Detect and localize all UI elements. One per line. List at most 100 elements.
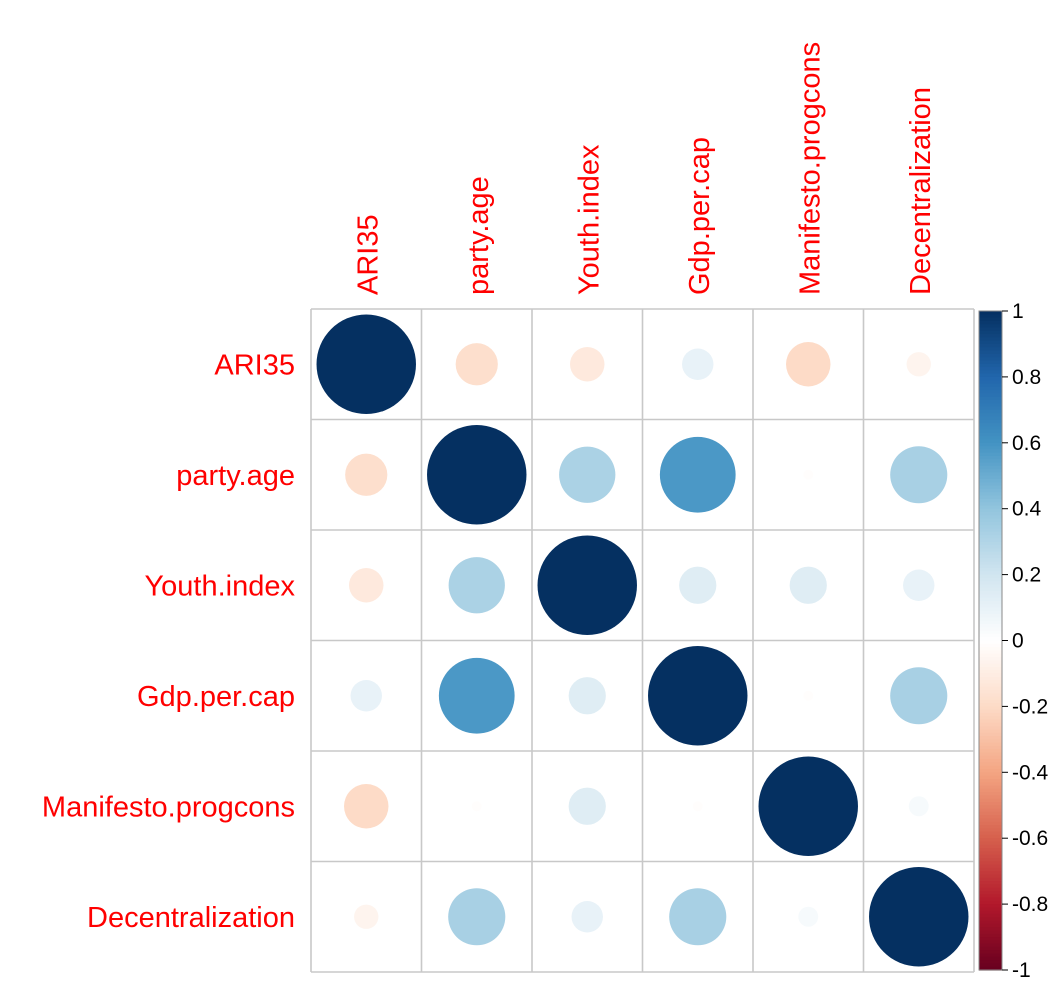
colorbar-segment [979, 337, 1002, 342]
colorbar-segment [979, 469, 1002, 474]
colorbar-segment [979, 482, 1002, 487]
colorbar-segment [979, 419, 1002, 424]
colorbar-segment [979, 423, 1002, 427]
colorbar-segment [979, 805, 1002, 810]
colorbar-segment [979, 416, 1002, 421]
colorbar-segment [979, 795, 1002, 800]
colorbar-segment [979, 620, 1002, 625]
colorbar-segment [979, 927, 1002, 932]
corr-circle-Manifesto.progcons-Manifesto.progcons [758, 756, 858, 856]
colorbar-segment [979, 877, 1002, 882]
colorbar-segment [979, 624, 1002, 628]
corr-circle-party.age-Gdp.per.cap [659, 436, 736, 513]
colorbar-segment [979, 650, 1002, 655]
colorbar-segment [979, 373, 1002, 378]
colorbar: 1 0.8 0.6 0.4 0.2 0 -0.2 -0.4 -0.6 -0.8 -1 [978, 300, 1049, 982]
corr-circle-Gdp.per.cap-Youth.index [568, 677, 606, 715]
colorbar-segment [979, 676, 1002, 681]
colorbar-segment [979, 452, 1002, 457]
row-labels: ARI35 party.age Youth.index Gdp.per.cap Mani… [42, 349, 296, 934]
colorbar-segment [979, 413, 1002, 418]
colorbar-segment [979, 689, 1002, 694]
colorbar-segment [979, 703, 1002, 708]
colorbar-tick-label: -0.8 [1012, 893, 1048, 916]
colorbar-segment [979, 393, 1002, 398]
colorbar-segment [979, 818, 1002, 823]
colorbar-segment [979, 317, 1002, 322]
colorbar-segment [979, 350, 1002, 355]
colorbar-segment [979, 897, 1002, 902]
colorbar-segment [979, 314, 1002, 319]
colorbar-segment [979, 343, 1002, 348]
colorbar-segment [979, 538, 1002, 543]
corr-circle-Decentralization-party.age [448, 888, 506, 946]
colorbar-segment [979, 531, 1002, 536]
corr-circle-ARI35-Decentralization [906, 352, 931, 377]
colorbar-segment [979, 729, 1002, 734]
colorbar-tick-label: 0 [1012, 630, 1024, 653]
colorbar-segment [979, 917, 1002, 922]
colorbar-segment [979, 597, 1002, 602]
colorbar-segment [979, 465, 1002, 470]
correlation-circles [316, 314, 969, 967]
row-label-Youth.index: Youth.index [144, 570, 295, 602]
colorbar-segment [979, 568, 1002, 572]
corr-circle-Decentralization-Manifesto.progcons [798, 906, 819, 927]
colorbar-segment [979, 670, 1002, 675]
colorbar-segment [979, 759, 1002, 764]
colorbar-tick-label: 0.8 [1012, 366, 1041, 389]
colorbar-segment [979, 792, 1002, 796]
colorbar-segment [979, 383, 1002, 388]
colorbar-tick-label: -1 [1012, 959, 1031, 982]
colorbar-segment [979, 637, 1002, 642]
colorbar-segment [979, 821, 1002, 826]
colorbar-segment [979, 525, 1002, 530]
colorbar-segment [979, 640, 1002, 645]
colorbar-segment [979, 851, 1002, 856]
colorbar-segment [979, 881, 1002, 885]
colorbar-segment [979, 406, 1002, 411]
colorbar-segment [979, 446, 1002, 450]
corr-circle-Manifesto.progcons-Gdp.per.cap [692, 801, 703, 812]
colorbar-segment [979, 492, 1002, 497]
colorbar-segment [979, 386, 1002, 391]
colorbar-segment [979, 311, 1002, 315]
column-label-Youth.index: Youth.index [573, 144, 605, 295]
colorbar-segment [979, 607, 1002, 612]
colorbar-segment [979, 788, 1002, 793]
colorbar-segment [979, 660, 1002, 665]
colorbar-segment [979, 871, 1002, 876]
colorbar-segment [979, 666, 1002, 671]
corr-circle-ARI35-party.age [455, 343, 498, 386]
corr-circle-Youth.index-Decentralization [903, 569, 935, 601]
colorbar-tick-label: 0.2 [1012, 564, 1041, 587]
colorbar-segment [979, 736, 1002, 740]
colorbar-segment [979, 966, 1002, 971]
colorbar-segment [979, 874, 1002, 879]
colorbar-segment [979, 907, 1002, 912]
corr-circle-ARI35-ARI35 [316, 314, 416, 414]
colorbar-segment [979, 798, 1002, 803]
colorbar-tick-label: -0.6 [1012, 827, 1048, 850]
row-label-ARI35: ARI35 [214, 349, 295, 381]
colorbar-segment [979, 930, 1002, 935]
corr-circle-ARI35-Youth.index [570, 347, 605, 382]
colorbar-segment [979, 591, 1002, 595]
colorbar-segment [979, 432, 1002, 437]
colorbar-segment [979, 838, 1002, 843]
colorbar-segment [979, 495, 1002, 500]
colorbar-segment [979, 841, 1002, 846]
colorbar-segment [979, 834, 1002, 839]
colorbar-segment [979, 367, 1002, 371]
corr-circle-party.age-party.age [427, 425, 527, 525]
corr-circle-Youth.index-Youth.index [537, 535, 637, 635]
column-label-ARI35: ARI35 [352, 214, 384, 295]
colorbar-segment [979, 867, 1002, 872]
colorbar-segment [979, 745, 1002, 750]
corr-circle-Gdp.per.cap-Manifesto.progcons [803, 690, 814, 701]
colorbar-segment [979, 600, 1002, 605]
column-labels: ARI35 party.age Youth.index Gdp.per.cap Mani… [352, 42, 937, 295]
colorbar-segment [979, 719, 1002, 724]
colorbar-segment [979, 857, 1002, 862]
